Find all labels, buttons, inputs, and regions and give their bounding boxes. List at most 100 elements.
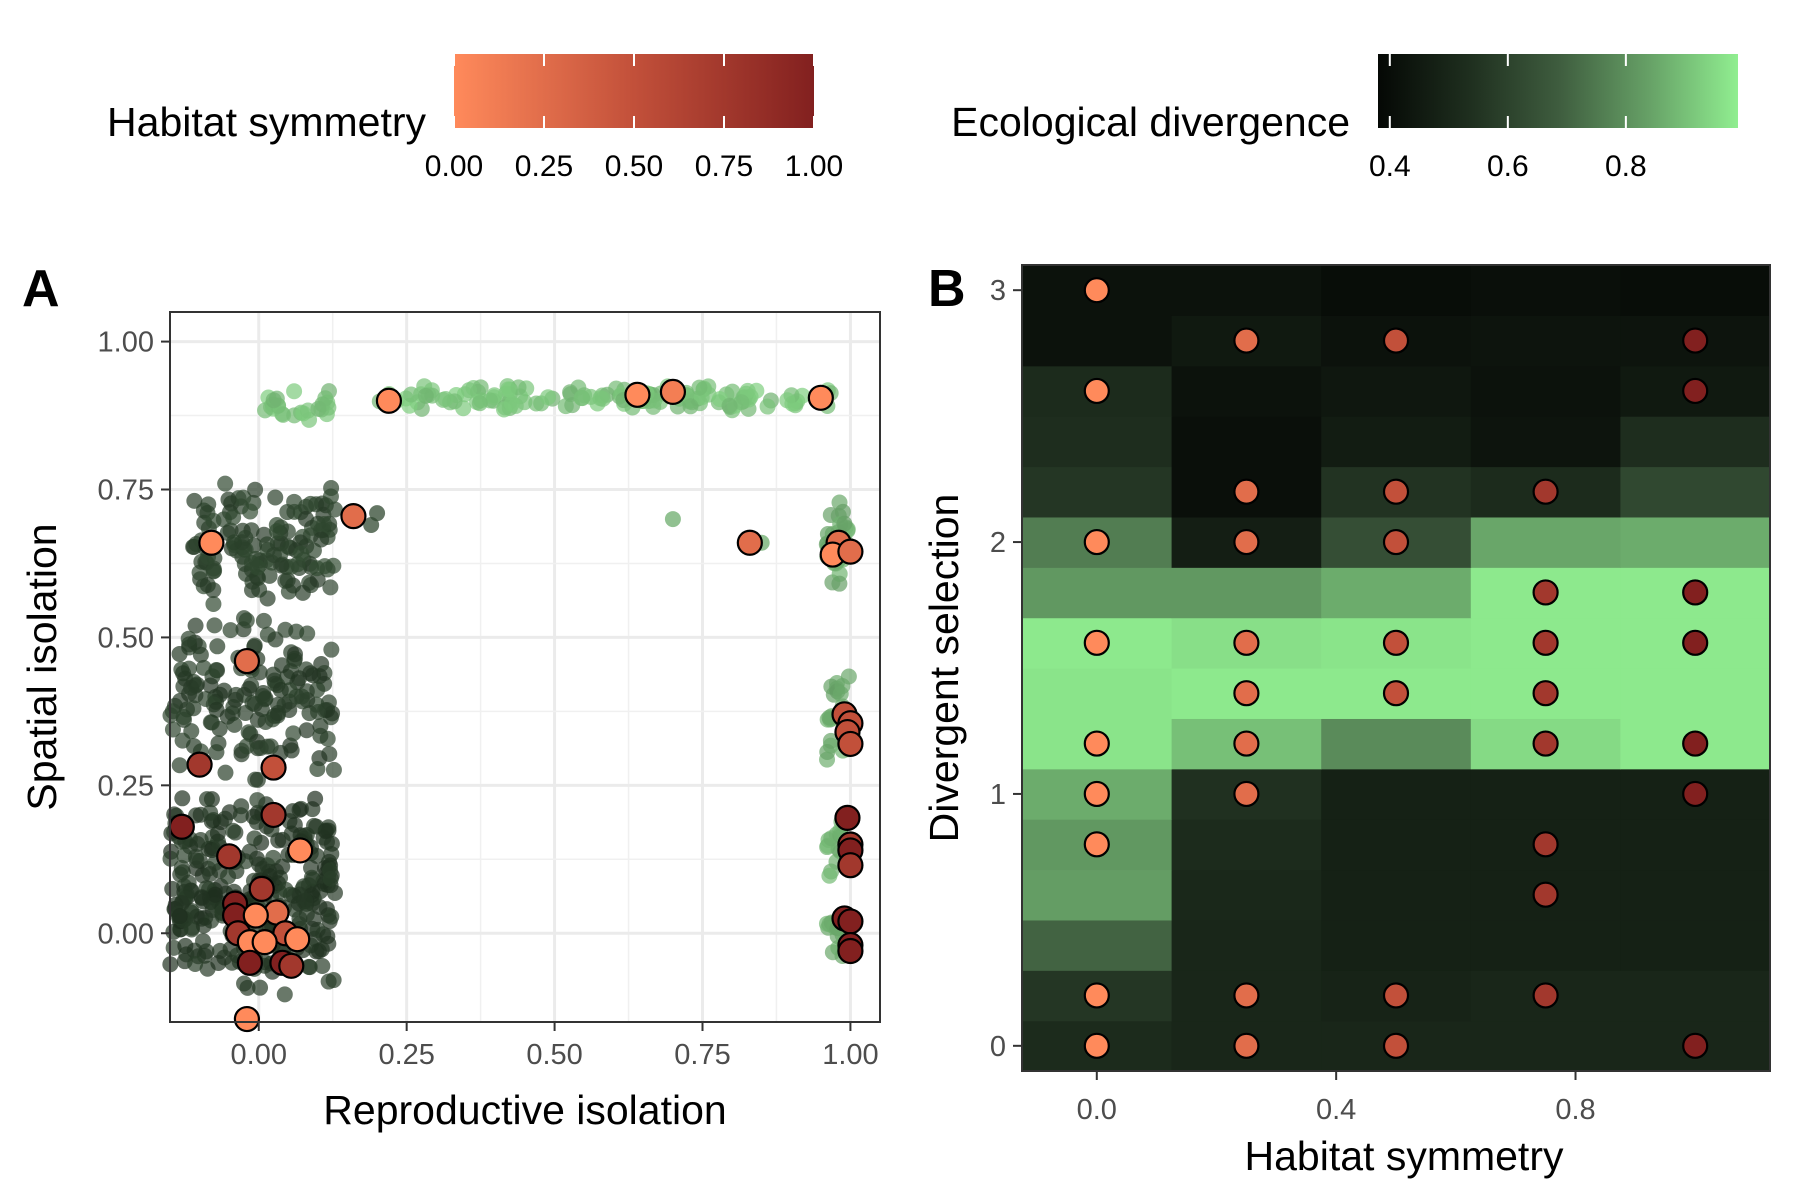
panel-a-highlighted-point bbox=[251, 929, 278, 956]
panel-a-background-point bbox=[244, 694, 261, 711]
panel-b-point bbox=[1233, 730, 1260, 757]
panel-a-background-point bbox=[217, 764, 234, 781]
panel-a-background-point bbox=[322, 488, 339, 505]
panel-b-point bbox=[1532, 881, 1559, 908]
panel-a-background-point bbox=[205, 582, 222, 599]
panel-a-background-point bbox=[300, 958, 317, 975]
panel-a-background-point bbox=[193, 890, 210, 907]
panel-a-background-point bbox=[220, 491, 237, 508]
panel-a-background-point bbox=[208, 744, 225, 761]
panel-a-background-point bbox=[500, 381, 517, 398]
panel-a-background-point bbox=[217, 475, 234, 492]
panel-a-background-point bbox=[164, 880, 181, 897]
panel-b-point bbox=[1083, 982, 1110, 1009]
panel-b-point bbox=[1083, 1032, 1110, 1059]
panel-b-y-axis-title: Divergent selection bbox=[921, 494, 967, 843]
panel-a-x-tick-label: 0.50 bbox=[526, 1039, 582, 1071]
panel-a-background-point bbox=[261, 567, 278, 584]
panel-a-highlighted-point bbox=[624, 381, 651, 408]
panel-b-tile bbox=[1022, 869, 1173, 921]
panel-a-scatter: 0.00 0.25 0.50 0.75 1.00 0.00 0.25 0.50 0.75 1.00… bbox=[19, 311, 881, 1133]
panel-b-tile bbox=[1022, 416, 1173, 468]
panel-b-tile bbox=[1321, 416, 1472, 468]
panel-a-label: A bbox=[22, 260, 60, 318]
panel-a-background-point bbox=[252, 979, 269, 996]
legend-hs-tick-label: 1.00 bbox=[785, 150, 843, 183]
panel-b-point bbox=[1233, 680, 1260, 707]
panel-b-point bbox=[1083, 730, 1110, 757]
panel-a-background-point bbox=[834, 678, 851, 695]
panel-a-highlighted-point bbox=[375, 387, 403, 414]
panel-a-background-point bbox=[471, 395, 488, 412]
panel-a-y-tick-label: 0.25 bbox=[98, 770, 154, 802]
panel-a-background-point bbox=[241, 680, 258, 697]
panel-a-background-point bbox=[316, 516, 333, 533]
panel-a-background-point bbox=[369, 505, 386, 522]
panel-a-highlighted-point bbox=[242, 902, 269, 929]
panel-a-background-point bbox=[243, 554, 260, 571]
panel-a-background-point bbox=[244, 582, 261, 599]
panel-a-background-point bbox=[821, 867, 838, 884]
panel-a-background-point bbox=[831, 575, 848, 592]
panel-a-background-point bbox=[283, 742, 300, 759]
panel-a-background-point bbox=[573, 389, 590, 406]
legend-ecological-divergence-title: Ecological divergence bbox=[951, 99, 1350, 145]
panel-a-background-point bbox=[309, 571, 326, 588]
panel-a-background-point bbox=[265, 546, 282, 563]
panel-a-background-point bbox=[235, 489, 252, 506]
panel-b-tile bbox=[1620, 416, 1771, 468]
panel-b-tile bbox=[1022, 567, 1173, 619]
panel-a-highlighted-point bbox=[837, 852, 864, 879]
panel-b-point bbox=[1083, 780, 1110, 808]
panel-b-tile bbox=[1470, 768, 1621, 820]
panel-a-background-point bbox=[202, 866, 219, 883]
panel-a-x-axis-title: Reproductive isolation bbox=[323, 1087, 726, 1133]
panel-a-y-tick-label: 0.75 bbox=[98, 475, 154, 507]
panel-a-background-point bbox=[310, 400, 327, 417]
panel-a-background-point bbox=[207, 886, 224, 903]
panel-a-highlighted-point bbox=[260, 754, 287, 781]
panel-a-background-point bbox=[286, 493, 303, 510]
panel-b-tile bbox=[1321, 919, 1472, 971]
legend-eco-tick-label: 0.4 bbox=[1369, 150, 1411, 183]
panel-a-background-point bbox=[265, 666, 282, 683]
panel-a-background-point bbox=[198, 791, 215, 808]
panel-b-point bbox=[1083, 831, 1110, 858]
panel-a-background-point bbox=[311, 898, 328, 915]
panel-b-point bbox=[1532, 982, 1559, 1009]
panel-a-highlighted-point bbox=[260, 801, 287, 829]
panel-a-background-point bbox=[277, 621, 294, 638]
panel-a-highlighted-point bbox=[284, 926, 311, 953]
panel-b-tile bbox=[1620, 466, 1771, 518]
panel-a-background-point bbox=[187, 955, 204, 972]
panel-b-point bbox=[1682, 579, 1709, 606]
panel-a-background-point bbox=[322, 870, 339, 887]
panel-a-highlighted-point bbox=[216, 843, 243, 870]
panel-b-tile bbox=[1022, 466, 1173, 518]
panel-a-background-point bbox=[275, 406, 292, 423]
panel-a-background-point bbox=[238, 612, 255, 629]
panel-a-highlighted-point bbox=[198, 529, 225, 556]
panel-b-point bbox=[1083, 277, 1110, 304]
panel-a-highlighted-point bbox=[186, 751, 213, 778]
panel-a-background-point bbox=[363, 517, 380, 533]
panel-a-background-point bbox=[265, 392, 282, 409]
panel-b-tile bbox=[1022, 668, 1173, 719]
panel-b-y-tick-label: 0 bbox=[990, 1031, 1006, 1063]
panel-b-tile bbox=[1470, 919, 1621, 971]
panel-a-background-point bbox=[209, 638, 226, 655]
panel-a-background-point bbox=[177, 937, 194, 954]
panel-b-tile bbox=[1620, 668, 1771, 719]
panel-a-background-point bbox=[209, 825, 226, 842]
panel-b-tile bbox=[1321, 718, 1472, 770]
panel-b-tiles bbox=[1022, 265, 1771, 1072]
panel-a-background-point bbox=[164, 721, 181, 738]
panel-a-background-point bbox=[241, 843, 258, 860]
panel-a-background-point bbox=[594, 390, 611, 407]
panel-a-background-point bbox=[759, 398, 776, 415]
panel-a-background-point bbox=[294, 693, 311, 710]
panel-a-highlighted-point bbox=[837, 730, 864, 758]
panel-a-background-point bbox=[222, 622, 239, 639]
panel-a-background-point bbox=[226, 716, 243, 733]
panel-a-background-point bbox=[185, 738, 202, 755]
